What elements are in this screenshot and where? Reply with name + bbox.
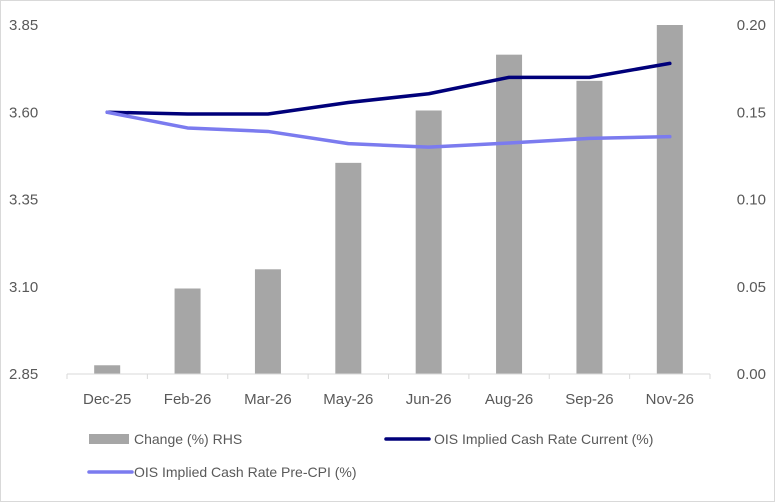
right-tick-label: 0.00 bbox=[737, 366, 766, 383]
left-tick-label: 3.85 bbox=[9, 17, 38, 34]
x-tick-label: Feb-26 bbox=[164, 391, 212, 408]
bar-Aug-26 bbox=[496, 54, 523, 374]
x-tick-label: Jun-26 bbox=[406, 391, 452, 408]
bar-Mar-26 bbox=[254, 269, 281, 374]
right-tick-label: 0.05 bbox=[737, 279, 766, 296]
bar-Feb-26 bbox=[174, 288, 201, 374]
left-tick-label: 3.35 bbox=[9, 192, 38, 209]
left-axis-tick-labels: 2.85 3.10 3.35 3.60 3.85 bbox=[9, 17, 38, 383]
x-tick-label: May-26 bbox=[323, 391, 373, 408]
x-tick-label: Aug-26 bbox=[485, 391, 533, 408]
legend-swatch-change-rhs bbox=[89, 434, 129, 444]
right-axis-tick-labels: 0.00 0.05 0.10 0.15 0.20 bbox=[737, 17, 766, 383]
legend: Change (%) RHS OIS Implied Cash Rate Curr… bbox=[87, 431, 653, 480]
x-tick-label: Mar-26 bbox=[244, 391, 292, 408]
bar-Dec-25 bbox=[94, 365, 121, 374]
bar-series-change-rhs bbox=[94, 25, 683, 374]
legend-label-change-rhs: Change (%) RHS bbox=[134, 431, 242, 447]
right-tick-label: 0.20 bbox=[737, 17, 766, 34]
legend-label-ois-current: OIS Implied Cash Rate Current (%) bbox=[434, 431, 653, 447]
line-ois-pre-cpi bbox=[105, 110, 672, 149]
bar-Sep-26 bbox=[576, 80, 603, 374]
x-axis-tick-labels: Dec-25 Feb-26 Mar-26 May-26 Jun-26 Aug-26 Sep-… bbox=[83, 391, 694, 408]
bar-Jun-26 bbox=[415, 110, 442, 374]
right-tick-label: 0.15 bbox=[737, 104, 766, 121]
left-tick-label: 2.85 bbox=[9, 366, 38, 383]
line-ois-current bbox=[105, 61, 672, 116]
legend-label-ois-pre-cpi: OIS Implied Cash Rate Pre-CPI (%) bbox=[134, 464, 357, 480]
left-tick-label: 3.10 bbox=[9, 279, 38, 296]
bar-Nov-26 bbox=[656, 25, 683, 374]
x-tick-label: Nov-26 bbox=[646, 391, 694, 408]
axes bbox=[66, 373, 711, 379]
right-tick-label: 0.10 bbox=[737, 192, 766, 209]
bar-May-26 bbox=[335, 162, 362, 374]
x-tick-label: Dec-25 bbox=[83, 391, 131, 408]
x-tick-label: Sep-26 bbox=[565, 391, 613, 408]
left-tick-label: 3.60 bbox=[9, 104, 38, 121]
line-series-group bbox=[105, 61, 672, 149]
